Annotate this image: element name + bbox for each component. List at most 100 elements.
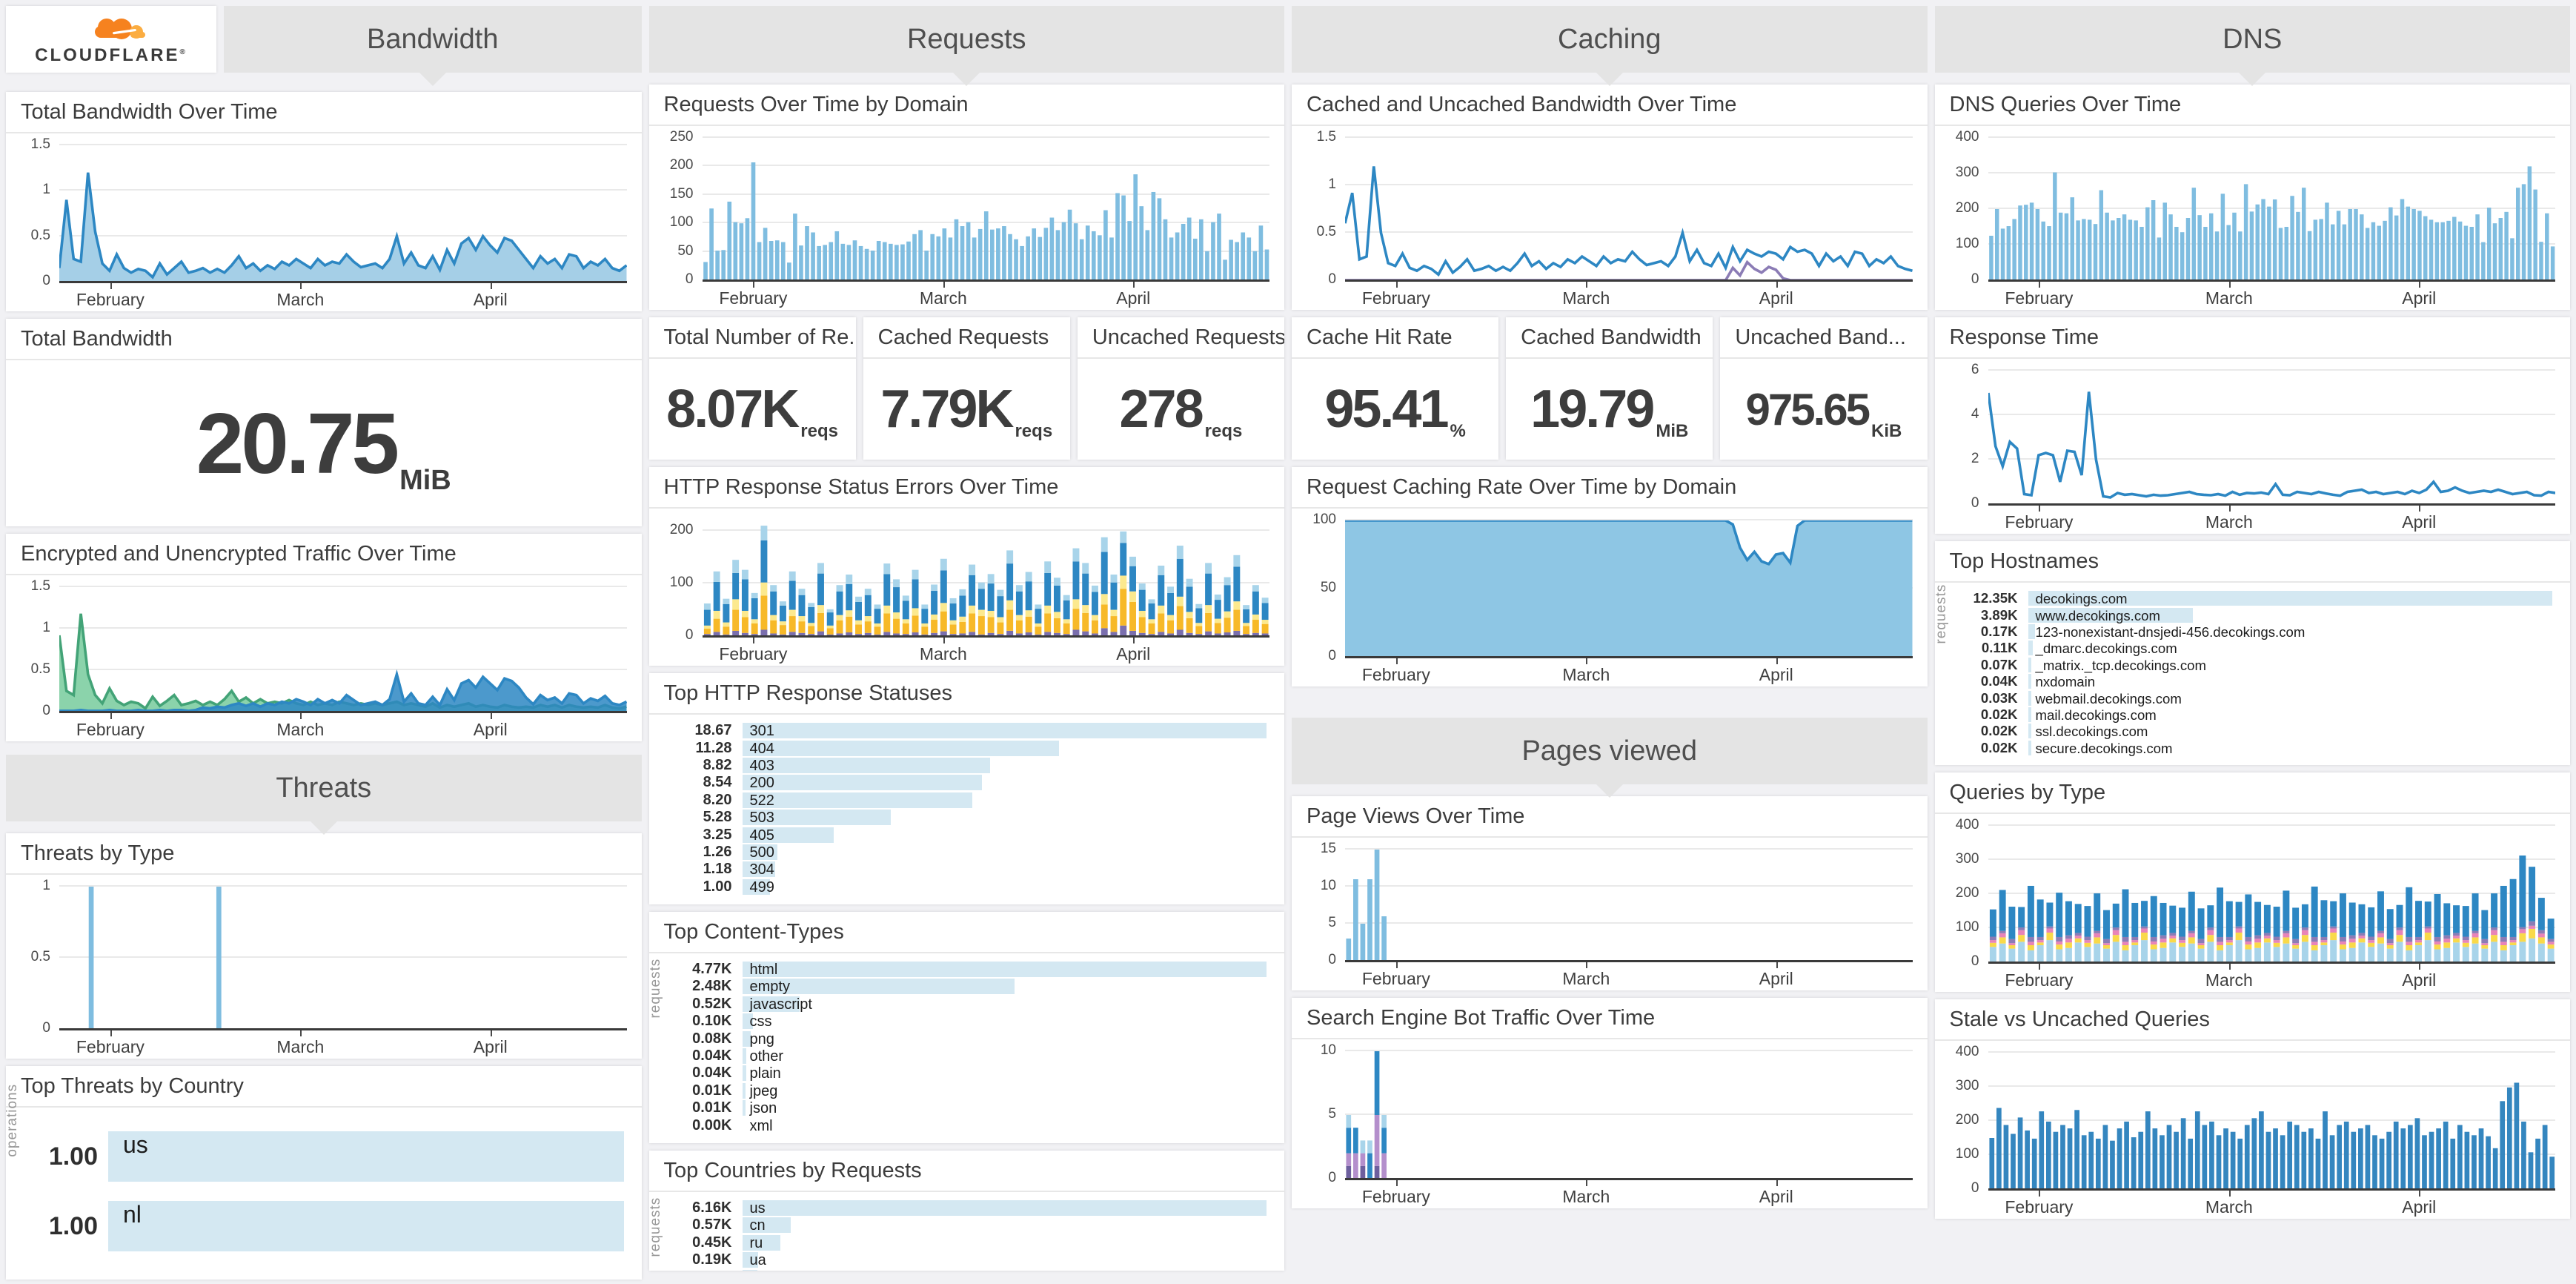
x-tick-label: March	[2205, 970, 2253, 990]
bot-traffic-chart[interactable]: 0 5 10 February March April	[1321, 1042, 1913, 1206]
list-bar: _matrix._tcp.decokings.com	[2028, 657, 2553, 673]
chart-plot-area[interactable]: 0 0.5 1 February March April	[31, 878, 627, 1056]
list-label: 123-nonexistant-dnsjedi-456.decokings.co…	[2035, 623, 2306, 640]
http-errors-chart[interactable]: 0 100 200 February March April	[670, 520, 1269, 663]
y-tick-label: 0.5	[30, 227, 50, 243]
list-bar-fill	[2028, 740, 2031, 755]
list-item: 4.77K html	[670, 961, 1267, 978]
list-item: 0.45K ru	[670, 1234, 1267, 1251]
gridline	[1345, 184, 1913, 185]
list-value: 0.04K	[692, 1065, 732, 1082]
chart-plot-area[interactable]: 0 0.5 1 1.5 February March April	[31, 136, 627, 309]
x-tick-label: February	[719, 288, 788, 308]
y-tick-label: 0.5	[30, 661, 50, 678]
x-tick-label: April	[1759, 288, 1793, 308]
chart-plot-area[interactable]: 0 2 4 6 February March April	[1971, 362, 2555, 532]
card-http-errors: HTTP Response Status Errors Over Time 0 1…	[648, 467, 1284, 666]
queries-by-type-chart[interactable]: 0 100 200 300 400 February March April	[1956, 817, 2555, 990]
stat-unit: %	[1450, 421, 1466, 441]
y-tick-label: 0	[1971, 953, 1979, 969]
list-item: 1.00 nl	[27, 1201, 624, 1251]
chart-plot-area[interactable]: 0 50 100 February March April	[1312, 512, 1913, 684]
x-tick-mark	[490, 713, 492, 719]
list-item: 0.18Kca	[670, 1268, 1267, 1271]
list-bar-fill	[742, 1013, 754, 1030]
list-bar-fill	[2028, 657, 2031, 672]
chart-plot-area[interactable]: 0 5 10 February March April	[1321, 1042, 1913, 1206]
list-label: secure.decokings.com	[2035, 740, 2173, 756]
stat-value: 95.41	[1324, 380, 1449, 439]
requests-over-time-chart[interactable]: 0 50 100 150 200 250 February March April	[670, 129, 1269, 308]
chart-plot-area[interactable]: 0 5 10 15 February March April	[1321, 841, 1913, 988]
stat-value: 278	[1119, 380, 1204, 439]
y-tick-label: 50	[677, 242, 694, 259]
chart-plot-area[interactable]: 0 50 100 150 200 250 February March April	[670, 129, 1269, 308]
y-tick-label: 100	[1955, 1145, 1979, 1162]
section-header-requests: Requests	[648, 6, 1284, 86]
list-bar-fill	[742, 979, 1015, 995]
list-label: other	[749, 1048, 784, 1065]
top-countries-list: requests6.16Kus0.57Kcn0.45Kru0.19Kua0.18…	[649, 1192, 1285, 1271]
x-tick-mark	[1776, 962, 1778, 968]
list-bar-fill	[742, 1252, 759, 1268]
chart-plot-area[interactable]: 0 100 200 February March April	[670, 520, 1269, 663]
x-tick-mark	[1395, 1180, 1398, 1186]
y-tick-label: 0	[1328, 648, 1336, 663]
list-label: 503	[749, 810, 774, 827]
gridline	[1988, 1153, 2555, 1155]
card-top-threats-by-country: Top Threats by Country operations 1.00 us 1…	[4, 1066, 642, 1280]
list-value: 0.04K	[1980, 673, 2018, 689]
y-tick-label: 1	[42, 182, 50, 198]
caching-stat-tiles: Cache Hit Rate 95.41% Cached Bandwidth 1…	[1292, 317, 1928, 460]
list-item: 0.19K ua	[670, 1251, 1267, 1268]
caching-rate-chart[interactable]: 0 50 100 February March April	[1312, 512, 1913, 684]
list-label: 304	[749, 861, 774, 878]
chart-plot-area[interactable]: 0 100 200 300 400 February March April	[1956, 817, 2555, 990]
list-axis-label: operations	[4, 1083, 20, 1157]
dns-queries-chart[interactable]: 0 100 200 300 400 February March April	[1956, 129, 2555, 308]
card-bot-traffic: Search Engine Bot Traffic Over Time 0 5 10…	[1292, 998, 1928, 1208]
card-title: Request Caching Rate Over Time by Domain	[1292, 467, 1928, 509]
list-item: 11.28 404	[670, 739, 1267, 757]
chart-plot-area[interactable]: 0 0.5 1 1.5 February March April	[1317, 129, 1913, 308]
x-tick-label: April	[2402, 1197, 2437, 1217]
threats-by-type-chart[interactable]: 0 0.5 1 February March April	[31, 878, 627, 1056]
chart-plot-area[interactable]: 0 100 200 300 400 February March April	[1956, 1044, 2555, 1217]
y-tick-label: 250	[669, 129, 694, 145]
list-value: 3.89K	[1980, 606, 2018, 623]
list-bar-fill	[742, 962, 1267, 978]
y-tick-label: 0	[1328, 952, 1336, 967]
x-tick-label: February	[76, 1037, 145, 1056]
list-bar-fill	[2028, 623, 2036, 639]
list-label: javascript	[749, 996, 812, 1013]
list-bar-fill	[2028, 690, 2031, 706]
x-tick-mark	[2039, 1190, 2041, 1197]
list-item: 1.00 499	[670, 878, 1267, 896]
x-tick-label: March	[1562, 969, 1610, 988]
list-label: nl	[123, 1201, 142, 1228]
total-bandwidth-chart[interactable]: 0 0.5 1 1.5 February March April	[31, 136, 627, 309]
response-time-chart[interactable]: 0 2 4 6 February March April	[1971, 362, 2555, 532]
list-item: 0.17K 123-nonexistant-dnsjedi-456.decokin…	[1956, 623, 2553, 640]
page-views-chart[interactable]: 0 5 10 15 February March April	[1321, 841, 1913, 988]
chart-plot-area[interactable]: 0 100 200 300 400 February March April	[1956, 129, 2555, 308]
list-item: 8.82 403	[670, 757, 1267, 774]
list-item: 8.20 522	[670, 792, 1267, 809]
y-tick-label: 1	[42, 878, 50, 893]
chart-plot-area[interactable]: 0 0.5 1 1.5 February March April	[31, 578, 627, 739]
list-bar: ca	[742, 1269, 1267, 1271]
list-value: 6.16K	[692, 1199, 732, 1216]
list-value: 0.02K	[1980, 739, 2018, 755]
cached-uncached-chart[interactable]: 0 0.5 1 1.5 February March April	[1317, 129, 1913, 308]
list-bar: 405	[742, 827, 1267, 844]
list-value: 1.00	[48, 1142, 98, 1171]
list-item: 0.02K mail.decokings.com	[1956, 706, 2553, 723]
list-bar: 403	[742, 757, 1267, 774]
y-tick-label: 0.5	[1316, 224, 1336, 240]
y-tick-label: 100	[1955, 236, 1979, 251]
encrypted-traffic-chart[interactable]: 0 0.5 1 1.5 February March April	[31, 578, 627, 739]
list-bar-fill	[742, 878, 771, 895]
stale-uncached-chart[interactable]: 0 100 200 300 400 February March April	[1956, 1044, 2555, 1217]
y-tick-label: 2	[1971, 451, 1979, 467]
list-bar: webmail.decokings.com	[2028, 690, 2553, 706]
